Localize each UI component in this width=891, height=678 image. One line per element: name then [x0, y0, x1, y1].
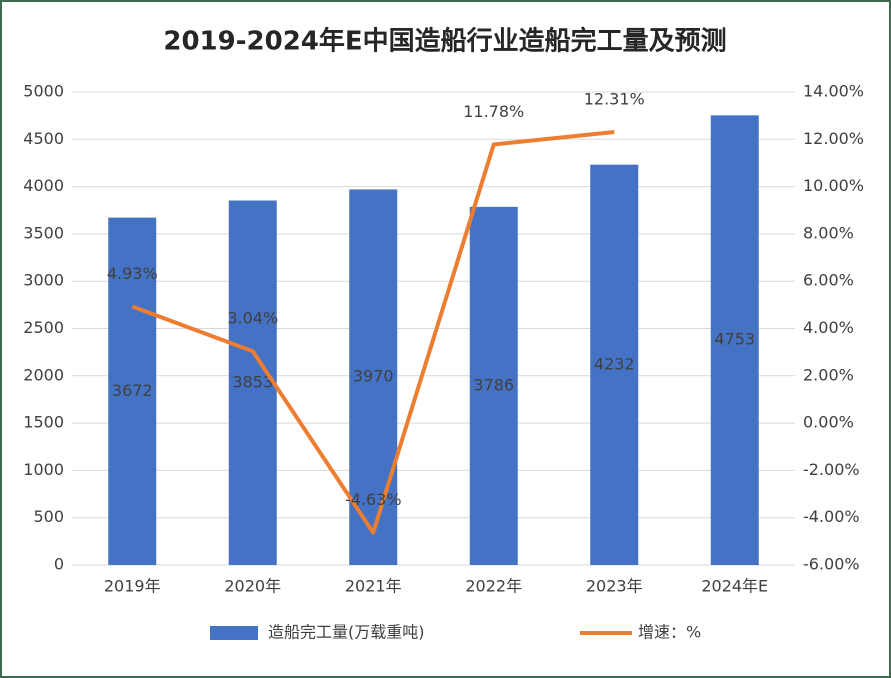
y2-tick-label: 10.00% — [803, 176, 864, 195]
chart-title: 2019-2024年E中国造船行业造船完工量及预测 — [163, 26, 726, 57]
y-tick-label: 5000 — [23, 82, 64, 101]
bar — [349, 189, 398, 566]
y-tick-label: 1000 — [23, 460, 64, 479]
y2-tick-label: 2.00% — [803, 365, 854, 384]
y-tick-label: 2000 — [23, 365, 64, 384]
x-tick-label: 2021年 — [345, 577, 402, 596]
line-value-label: 11.78% — [463, 102, 524, 121]
line — [131, 129, 615, 535]
y2-tick-label: 8.00% — [803, 223, 854, 242]
x-tick-label: 2022年 — [465, 577, 522, 596]
y2-tick-label: 0.00% — [803, 413, 854, 432]
y2-tick-label: -6.00% — [803, 555, 860, 574]
bar-value-label: 3672 — [112, 381, 153, 400]
y2-tick-label: 14.00% — [803, 82, 864, 101]
y-tick-label: 4500 — [23, 129, 64, 148]
x-tick-label: 2020年 — [224, 577, 281, 596]
bar-value-label: 3786 — [473, 375, 514, 394]
bar — [228, 200, 277, 565]
x-tick-label: 2023年 — [586, 577, 643, 596]
bar — [469, 206, 518, 565]
legend-label: 增速：% — [638, 623, 701, 642]
bar-value-label: 4753 — [714, 330, 755, 349]
bar — [108, 217, 157, 566]
y-tick-label: 2500 — [23, 318, 64, 337]
x-tick-label: 2019年 — [104, 577, 161, 596]
y2-tick-label: 4.00% — [803, 318, 854, 337]
bar — [590, 164, 639, 565]
bar — [710, 115, 759, 565]
y-tick-label: 3000 — [23, 271, 64, 290]
y-tick-label: 3500 — [23, 223, 64, 242]
y-tick-label: 500 — [33, 507, 64, 526]
y2-tick-label: -2.00% — [803, 460, 860, 479]
y-tick-label: 4000 — [23, 176, 64, 195]
y2-tick-label: 6.00% — [803, 271, 854, 290]
legend-label: 造船完工量(万载重吨) — [268, 623, 425, 642]
bar-value-label: 4232 — [594, 354, 635, 373]
line-value-label: -4.63% — [345, 490, 402, 509]
legend-swatch — [210, 626, 258, 640]
line-value-label: 12.31% — [584, 89, 645, 108]
y-tick-label: 0 — [54, 555, 64, 574]
bar-value-label: 3970 — [353, 367, 394, 386]
line-value-label: 3.04% — [227, 309, 278, 328]
y2-tick-label: -4.00% — [803, 507, 860, 526]
y-tick-label: 1500 — [23, 413, 64, 432]
bar-value-label: 3853 — [232, 372, 273, 391]
y2-tick-label: 12.00% — [803, 129, 864, 148]
line-value-label: 4.93% — [107, 264, 158, 283]
x-tick-label: 2024年E — [701, 577, 768, 596]
